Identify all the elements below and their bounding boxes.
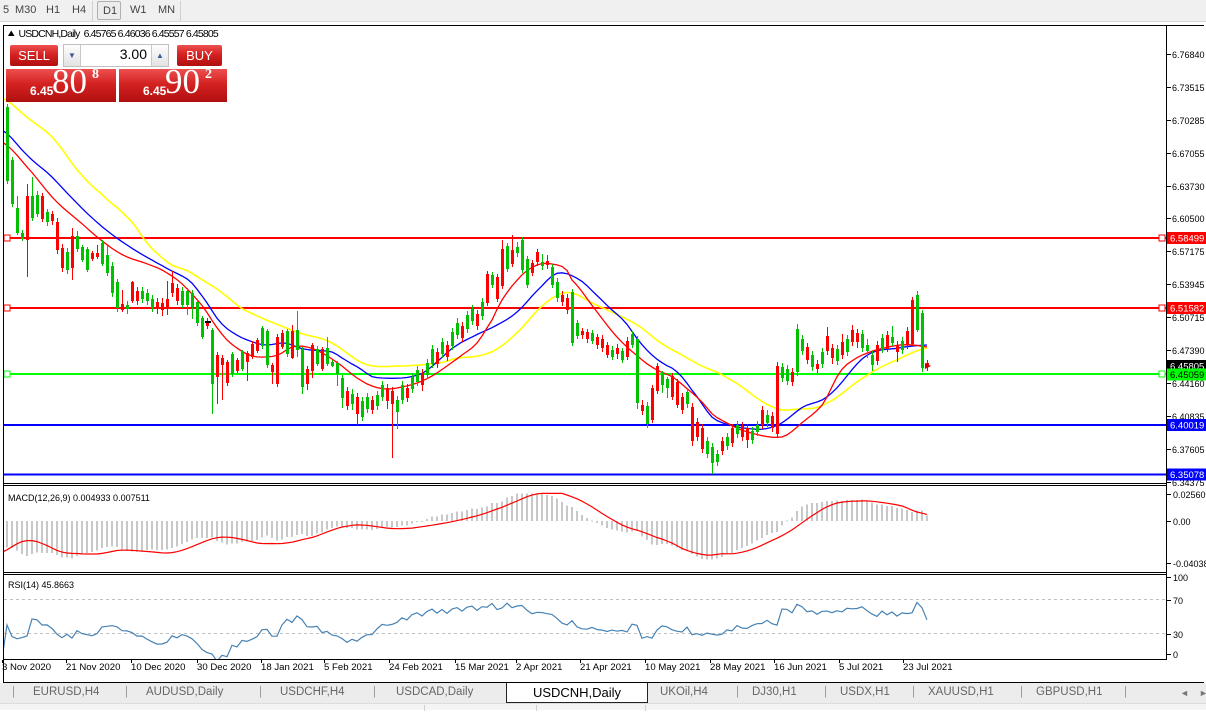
svg-text:6.60500: 6.60500 [1172,214,1205,224]
svg-text:6.53945: 6.53945 [1172,280,1205,290]
svg-text:21 Nov 2020: 21 Nov 2020 [66,662,120,673]
svg-text:15 Mar 2021: 15 Mar 2021 [455,662,509,673]
svg-text:0.00: 0.00 [1173,517,1191,527]
svg-text:USDCNH,Daily 6.45765 6.46036: USDCNH,Daily 6.45765 6.46036 6.45557 6.4… [19,28,219,40]
svg-text:10 Dec 2020: 10 Dec 2020 [131,662,185,673]
svg-text:6.73515: 6.73515 [1172,83,1205,93]
svg-text:16 Jun 2021: 16 Jun 2021 [774,662,827,673]
svg-text:23 Jul 2021: 23 Jul 2021 [903,662,953,673]
svg-text:5 Jul 2021: 5 Jul 2021 [839,662,883,673]
svg-text:3 Nov 2020: 3 Nov 2020 [2,662,51,673]
svg-text:100: 100 [1173,573,1188,583]
svg-text:6.76840: 6.76840 [1172,50,1205,60]
svg-text:18 Jan 2021: 18 Jan 2021 [261,662,314,673]
svg-text:6.70285: 6.70285 [1172,116,1205,126]
svg-text:6.37605: 6.37605 [1172,445,1205,455]
svg-text:10 May 2021: 10 May 2021 [645,662,700,673]
svg-text:2 Apr 2021: 2 Apr 2021 [516,662,562,673]
svg-text:6.63730: 6.63730 [1172,182,1205,192]
svg-text:6.44160: 6.44160 [1172,379,1205,389]
svg-text:30 Dec 2020: 30 Dec 2020 [197,662,251,673]
svg-text:21 Apr 2021: 21 Apr 2021 [580,662,632,673]
svg-text:6.35078: 6.35078 [1170,470,1204,481]
svg-text:0.025609: 0.025609 [1173,490,1206,500]
svg-text:0: 0 [1173,650,1178,660]
svg-text:6.57175: 6.57175 [1172,247,1205,257]
svg-text:24 Feb 2021: 24 Feb 2021 [389,662,443,673]
svg-text:6.45059: 6.45059 [1170,370,1204,381]
svg-text:-0.040385: -0.040385 [1173,559,1206,569]
svg-text:6.58499: 6.58499 [1170,234,1204,245]
svg-text:RSI(14) 45.8663: RSI(14) 45.8663 [8,580,74,590]
svg-text:70: 70 [1173,596,1183,606]
svg-text:28 May 2021: 28 May 2021 [710,662,765,673]
svg-text:30: 30 [1173,630,1183,640]
svg-text:6.50715: 6.50715 [1172,313,1205,323]
svg-text:6.47390: 6.47390 [1172,346,1205,356]
svg-text:6.67055: 6.67055 [1172,149,1205,159]
svg-text:6.51582: 6.51582 [1170,304,1204,315]
svg-text:6.40019: 6.40019 [1170,421,1204,432]
svg-text:6.45805: 6.45805 [1170,362,1204,373]
svg-text:6.34375: 6.34375 [1172,478,1205,488]
svg-text:6.40835: 6.40835 [1172,412,1205,422]
svg-text:MACD(12,26,9) 0.004933 0.00751: MACD(12,26,9) 0.004933 0.007511 [8,493,150,503]
svg-text:5 Feb 2021: 5 Feb 2021 [324,662,373,673]
